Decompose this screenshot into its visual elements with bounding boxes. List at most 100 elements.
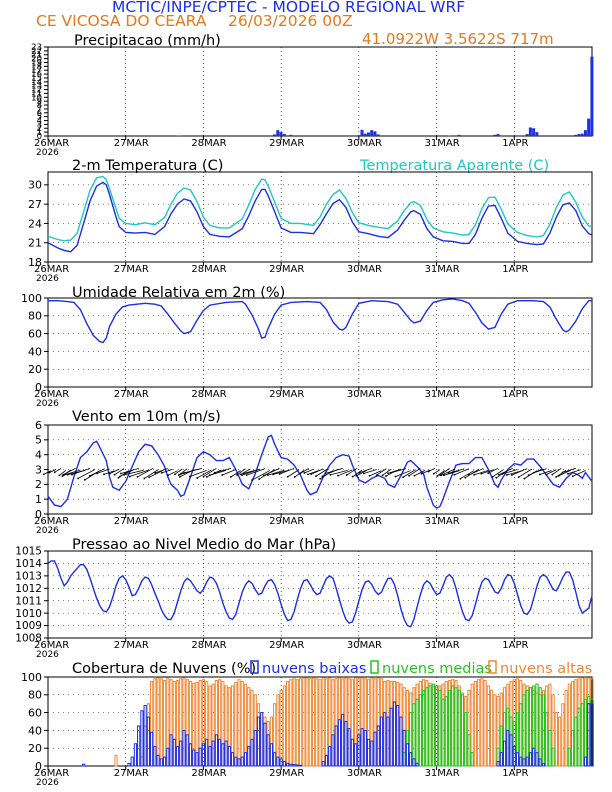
cloud-bar-altas <box>558 716 562 767</box>
wind-arrow-head <box>310 473 313 476</box>
wind-arrow <box>356 469 368 477</box>
precip-bar <box>535 132 539 136</box>
wind-arrow-head <box>96 472 98 475</box>
wind-arrow-head <box>432 472 435 475</box>
cloud-bar-baixas <box>179 740 183 767</box>
wind-arrow <box>77 469 96 479</box>
wind-arrow-head <box>440 474 443 477</box>
wind-arrow-head <box>278 473 281 475</box>
legend-baixas-label: nuvens baixas <box>262 661 366 677</box>
wind-arrow-head <box>501 473 504 475</box>
wind-arrow <box>468 468 484 476</box>
wind-arrow <box>460 470 475 480</box>
wind-arrow-head <box>258 478 260 480</box>
cloud-bar-baixas <box>182 729 186 767</box>
cloud-bar-baixas <box>237 758 241 767</box>
cloud-bar-baixas <box>370 740 374 767</box>
header-title: MCTIC/INPE/CPTEC - MODELO REGIONAL WRF <box>112 0 465 16</box>
wind-arrow <box>167 470 178 476</box>
wind-arrow <box>189 470 207 477</box>
wind-arrow-head <box>208 474 211 477</box>
wind-year-label: 2026 <box>36 526 59 536</box>
wind-arrow-head <box>272 473 274 476</box>
pressure-xtick-label: 27MAR <box>114 640 149 651</box>
clouds-ytick-label: 0 <box>35 760 42 773</box>
precip-bar <box>373 131 377 136</box>
cloud-bar-baixas <box>512 745 516 767</box>
wind-arrow <box>439 468 450 476</box>
wind-arrow-head <box>358 471 361 474</box>
wind-arrow-head <box>375 474 378 477</box>
wind-arrow <box>428 467 436 472</box>
wind-arrow-head <box>532 471 535 474</box>
cloud-bar-baixas <box>247 745 251 767</box>
cloud-bar-altas <box>276 694 280 767</box>
wind-ytick-label: 3 <box>35 463 42 476</box>
wind-arrow <box>488 467 499 474</box>
wind-arrow <box>124 469 144 476</box>
rh-xtick-label: 31MAR <box>425 389 460 400</box>
pressure-ytick-label: 1013 <box>15 571 42 583</box>
precip-ytick-label: 14 <box>31 78 42 88</box>
wind-arrow-head <box>66 473 69 476</box>
wind-arrow <box>89 468 105 477</box>
wind-arrow-head <box>128 475 131 478</box>
wind-arrow-head <box>136 476 139 478</box>
cloud-bar-baixas <box>525 756 529 767</box>
pressure-year-label: 2026 <box>36 650 59 660</box>
wind-arrow-head <box>381 474 384 477</box>
wind-arrow-head <box>402 476 404 479</box>
wind-ytick-label: 1 <box>35 493 42 506</box>
cloud-bar-baixas <box>535 752 539 767</box>
clouds-ytick-label: 20 <box>28 742 42 755</box>
wind-arrow-head <box>123 473 126 476</box>
legend-altas-label: nuvens altas <box>500 661 592 677</box>
cloud-bar-baixas <box>383 712 387 767</box>
temp-ytick-label: 21 <box>28 237 42 250</box>
cloud-bar-baixas <box>276 756 280 767</box>
wind-arrow <box>562 467 576 473</box>
wind-arrow-head <box>453 473 456 476</box>
precip-ytick-label: 13 <box>31 82 42 92</box>
temp-year-label: 2026 <box>36 274 59 284</box>
wind-arrow-head <box>103 473 105 476</box>
cloud-bar-baixas <box>150 731 154 767</box>
precip-bar <box>273 134 277 136</box>
cloud-bar-altas <box>237 679 241 767</box>
wind-arrow-head <box>188 475 191 478</box>
wind-arrow <box>346 467 358 476</box>
cloud-bar-altas <box>298 678 303 767</box>
wind-arrow-head <box>307 473 309 476</box>
precip-bar <box>360 129 364 136</box>
precip-xtick-label: 28MAR <box>191 138 226 149</box>
wind-arrow-head <box>77 477 79 480</box>
cloud-bar-altas <box>159 678 163 767</box>
cloud-bar-medias <box>580 703 584 767</box>
cloud-bar-medias <box>412 703 416 767</box>
precip-ytick-label: 2 <box>37 124 42 134</box>
wind-arrow-head <box>167 474 169 477</box>
wind-arrow <box>539 470 552 475</box>
wind-arrow-head <box>245 474 248 477</box>
wind-arrow <box>183 468 202 474</box>
cloud-bar-baixas <box>188 743 193 767</box>
cloud-bar-medias <box>577 707 581 767</box>
cloud-bar-altas <box>240 680 244 767</box>
cloud-bar-altas <box>477 679 481 767</box>
cloud-bar-baixas <box>133 743 138 767</box>
clouds-ytick-label: 80 <box>28 689 42 702</box>
wind-arrow-head <box>221 474 224 476</box>
wind-ytick-label: 4 <box>35 449 42 462</box>
cloud-bar-altas <box>490 689 494 767</box>
cloud-bar-altas <box>324 678 329 767</box>
pressure-ytick-label: 1014 <box>15 558 42 570</box>
wind-arrow-head <box>205 475 208 478</box>
wind-arrow <box>129 469 149 477</box>
wind-arrow-head <box>491 475 494 478</box>
header-location: CE VICOSA DO CEARA <box>36 12 207 30</box>
precip-bar <box>532 128 536 136</box>
rh-title: Umidade Relativa em 2m (%) <box>72 285 285 301</box>
precip-bar <box>587 118 591 136</box>
wind-arrow-head <box>561 471 564 474</box>
precip-bar <box>525 134 529 136</box>
